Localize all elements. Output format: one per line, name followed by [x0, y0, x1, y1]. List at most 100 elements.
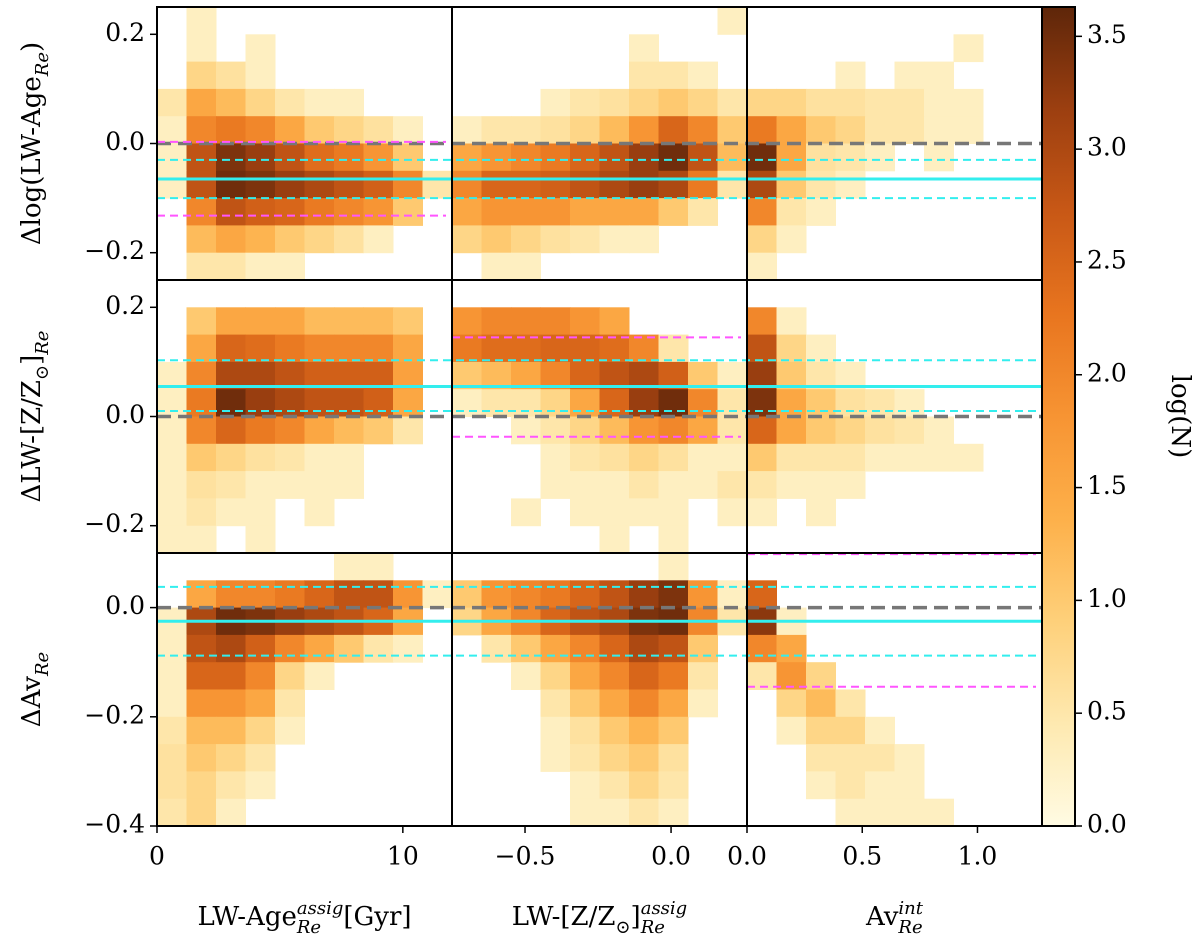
heat-cell [688, 389, 718, 417]
heat-cell [540, 334, 571, 363]
heat-cell [953, 34, 984, 63]
heat-cell [540, 580, 571, 609]
heat-cell [157, 498, 187, 527]
heat-cell [186, 116, 217, 144]
heat-cell [806, 744, 836, 772]
heat-cell [245, 225, 276, 254]
label-part: int [898, 898, 923, 919]
heat-cell [865, 88, 895, 117]
heat-cell [334, 443, 364, 472]
label-part: Re [32, 652, 53, 677]
heat-cell [275, 416, 305, 445]
heat-cell [658, 443, 689, 472]
x-tick-label: 0.0 [651, 842, 691, 871]
heat-cell [334, 88, 364, 117]
heat-cell [304, 634, 335, 663]
heat-cell [363, 170, 394, 199]
heat-cell [688, 580, 718, 609]
heat-cell [245, 334, 276, 363]
heat-cell [511, 580, 541, 609]
heat-cell [245, 34, 276, 63]
label-part: LW-Age [197, 902, 296, 932]
heat-cell [865, 798, 895, 827]
heat-cell [216, 798, 246, 827]
heat-cell [157, 416, 187, 445]
heat-cell [245, 771, 276, 800]
colorbar-tick-label: 0.5 [1087, 697, 1127, 726]
heat-cell [570, 580, 600, 609]
heat-cell [186, 471, 217, 499]
heat-cell [747, 662, 777, 690]
heat-cell [422, 170, 453, 199]
heat-cell [570, 170, 600, 199]
heat-cell [393, 307, 423, 336]
heat-cell [776, 471, 807, 499]
heat-cell [540, 416, 571, 445]
heat-cell [216, 170, 246, 199]
heat-cell [216, 716, 246, 745]
heat-cell [717, 389, 748, 417]
heat-cell [186, 334, 217, 363]
heat-cell [717, 443, 748, 472]
label-part: ) [17, 42, 47, 52]
heat-cell [275, 307, 305, 336]
heat-cell [894, 61, 925, 90]
heat-cell [157, 525, 187, 554]
heat-cell [629, 116, 659, 144]
heat-cell [747, 580, 777, 609]
heat-cell [157, 143, 187, 172]
label-part: Re [32, 331, 53, 356]
heat-cell [216, 443, 246, 472]
heat-cell [275, 198, 305, 226]
heat-cell [304, 307, 335, 336]
heat-cell [304, 143, 335, 172]
heat-cell [658, 553, 689, 581]
colorbar-tick-label: 3.5 [1087, 20, 1127, 49]
y-tick-label: 0.2 [105, 18, 145, 47]
heat-cell [245, 170, 276, 199]
heat-cell [953, 88, 984, 117]
heat-cell [599, 225, 630, 254]
colorbar-label: log(N) [1165, 375, 1195, 459]
heat-cell [540, 143, 571, 172]
heat-cell [157, 116, 187, 144]
heat-cell [570, 88, 600, 117]
heat-cell [540, 116, 571, 144]
heat-cell [393, 116, 423, 144]
heat-cell [599, 416, 630, 445]
heat-cell [275, 716, 305, 745]
heat-cell [570, 198, 600, 226]
heat-cell [216, 498, 246, 527]
heat-cell [599, 525, 630, 554]
heat-cell [481, 634, 512, 663]
heat-cell [186, 7, 217, 35]
heat-cell [363, 553, 394, 581]
heat-cell [452, 307, 482, 336]
heat-cell [275, 689, 305, 718]
heat-cell [894, 389, 925, 417]
heat-cell [806, 389, 836, 417]
heat-cell [570, 498, 600, 527]
heat-cell [599, 498, 630, 527]
colorbar-tick-label: 1.0 [1087, 584, 1127, 613]
heat-cell [688, 116, 718, 144]
heat-cell [688, 471, 718, 499]
heat-cell [511, 662, 541, 690]
heat-cell [806, 443, 836, 472]
heat-cell [570, 662, 600, 690]
heat-cell [334, 116, 364, 144]
heat-cell [452, 116, 482, 144]
heat-cell [216, 88, 246, 117]
heat-cell [747, 116, 777, 144]
heat-cell [865, 116, 895, 144]
heat-cell [186, 689, 217, 718]
heat-cell [717, 498, 748, 527]
heat-cell [245, 61, 276, 90]
heat-cell [540, 389, 571, 417]
heat-cell [835, 471, 866, 499]
heat-cell [953, 116, 984, 144]
heat-cell [924, 416, 954, 445]
heat-cell [540, 307, 571, 336]
heat-cell [894, 798, 925, 827]
heat-cell [924, 443, 954, 472]
